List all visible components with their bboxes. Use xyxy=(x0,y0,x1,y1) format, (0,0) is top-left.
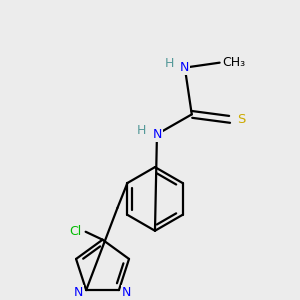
Text: N: N xyxy=(152,128,162,141)
Text: N: N xyxy=(74,286,83,298)
Text: H: H xyxy=(136,124,146,137)
Text: Cl: Cl xyxy=(70,225,82,238)
Text: N: N xyxy=(180,61,190,74)
Text: CH₃: CH₃ xyxy=(222,56,245,69)
Text: N: N xyxy=(122,286,132,298)
Text: H: H xyxy=(165,57,175,70)
Text: S: S xyxy=(237,113,246,126)
